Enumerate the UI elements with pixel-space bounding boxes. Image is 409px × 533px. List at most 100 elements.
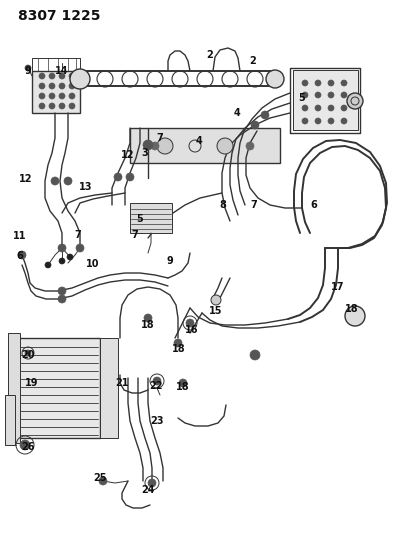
Circle shape — [51, 177, 59, 185]
Circle shape — [114, 173, 122, 181]
Bar — [15, 338, 100, 438]
Circle shape — [340, 105, 346, 111]
Circle shape — [39, 103, 45, 109]
Circle shape — [340, 92, 346, 98]
Circle shape — [59, 103, 65, 109]
Circle shape — [69, 93, 75, 99]
Circle shape — [45, 262, 51, 268]
Circle shape — [25, 65, 31, 71]
Text: 10: 10 — [86, 259, 99, 269]
Text: 18: 18 — [172, 344, 185, 354]
Text: 2: 2 — [249, 56, 256, 66]
Circle shape — [58, 287, 66, 295]
Text: 5: 5 — [298, 93, 305, 103]
Circle shape — [261, 111, 268, 119]
Text: 8307 1225: 8307 1225 — [18, 9, 100, 23]
Circle shape — [69, 73, 75, 79]
Text: 26: 26 — [21, 442, 35, 452]
Text: 7: 7 — [250, 200, 257, 210]
Text: 23: 23 — [150, 416, 163, 426]
Text: 16: 16 — [185, 325, 198, 335]
Text: 6: 6 — [17, 251, 23, 261]
Circle shape — [327, 92, 333, 98]
Circle shape — [344, 306, 364, 326]
Circle shape — [49, 73, 55, 79]
Text: 4: 4 — [233, 108, 240, 118]
Text: 12: 12 — [19, 174, 33, 184]
Circle shape — [64, 177, 72, 185]
Circle shape — [153, 377, 161, 385]
Circle shape — [49, 93, 55, 99]
Circle shape — [179, 379, 187, 387]
Circle shape — [39, 83, 45, 89]
Text: 7: 7 — [156, 133, 163, 143]
Text: 3: 3 — [141, 148, 148, 158]
Text: 6: 6 — [310, 200, 317, 210]
Circle shape — [265, 70, 283, 88]
Circle shape — [76, 244, 84, 252]
Circle shape — [211, 295, 220, 305]
Circle shape — [249, 350, 259, 360]
Circle shape — [39, 93, 45, 99]
Text: 8: 8 — [219, 200, 226, 210]
Text: 25: 25 — [93, 473, 106, 483]
Circle shape — [49, 83, 55, 89]
Circle shape — [70, 69, 90, 89]
Circle shape — [327, 80, 333, 86]
Text: 18: 18 — [141, 320, 155, 330]
Circle shape — [69, 83, 75, 89]
Circle shape — [99, 477, 107, 485]
Circle shape — [301, 105, 307, 111]
Circle shape — [346, 93, 362, 109]
Circle shape — [49, 103, 55, 109]
Circle shape — [216, 138, 232, 154]
Text: 13: 13 — [79, 182, 92, 192]
Circle shape — [59, 83, 65, 89]
Bar — [32, 71, 80, 113]
Circle shape — [340, 80, 346, 86]
Bar — [8, 333, 20, 443]
Text: 19: 19 — [25, 378, 39, 388]
Bar — [100, 338, 118, 438]
Circle shape — [58, 244, 66, 252]
Text: 7: 7 — [131, 230, 138, 240]
Bar — [292, 70, 357, 130]
Circle shape — [59, 93, 65, 99]
Circle shape — [314, 105, 320, 111]
Circle shape — [25, 350, 31, 356]
Circle shape — [186, 319, 193, 327]
Text: 18: 18 — [344, 304, 358, 314]
Circle shape — [39, 73, 45, 79]
Text: 4: 4 — [195, 136, 202, 146]
Text: 11: 11 — [13, 231, 27, 241]
Text: 2: 2 — [206, 50, 213, 60]
Circle shape — [250, 121, 258, 129]
Circle shape — [340, 118, 346, 124]
Circle shape — [59, 258, 65, 264]
Text: 20: 20 — [21, 350, 35, 360]
Circle shape — [327, 118, 333, 124]
Circle shape — [301, 92, 307, 98]
Circle shape — [67, 254, 73, 260]
Circle shape — [157, 138, 173, 154]
Circle shape — [58, 295, 66, 303]
Circle shape — [143, 140, 153, 150]
Bar — [130, 128, 279, 163]
Circle shape — [69, 103, 75, 109]
Circle shape — [314, 80, 320, 86]
Text: 22: 22 — [149, 381, 162, 391]
Circle shape — [148, 479, 155, 487]
Circle shape — [301, 118, 307, 124]
Text: 9: 9 — [166, 256, 173, 266]
Bar — [130, 203, 172, 233]
Text: 18: 18 — [176, 382, 189, 392]
Text: 14: 14 — [55, 66, 69, 76]
Text: 9: 9 — [25, 66, 31, 76]
Text: 7: 7 — [74, 230, 81, 240]
Circle shape — [314, 92, 320, 98]
Circle shape — [327, 105, 333, 111]
Circle shape — [20, 440, 30, 450]
Circle shape — [59, 73, 65, 79]
Text: 17: 17 — [330, 282, 344, 292]
Text: 12: 12 — [121, 150, 135, 160]
